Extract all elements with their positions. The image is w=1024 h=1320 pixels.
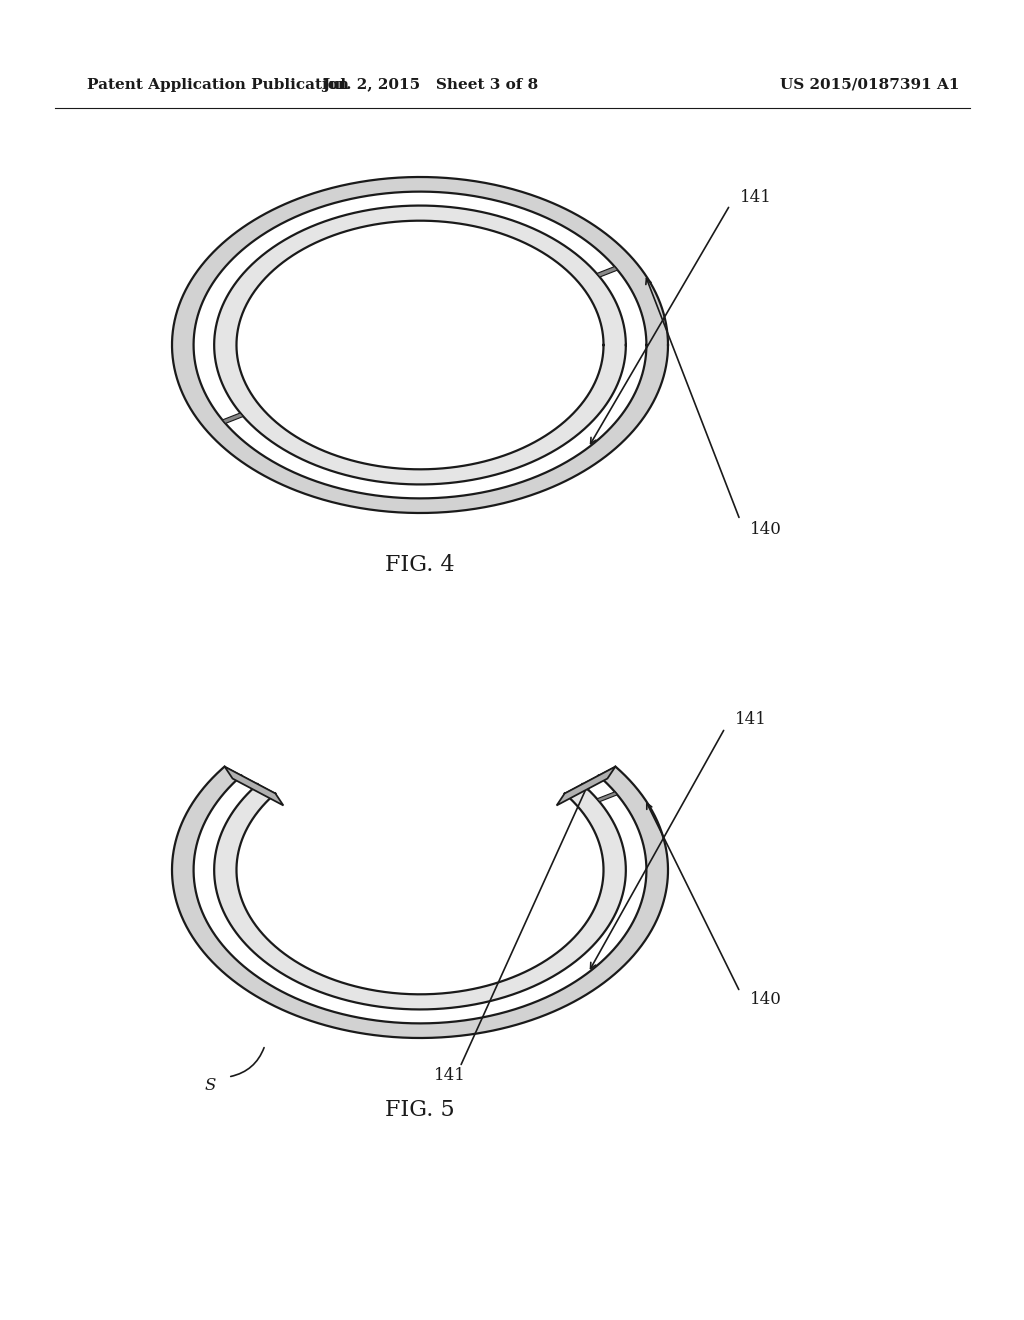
Text: FIG. 5: FIG. 5 <box>385 1100 455 1121</box>
Text: 141: 141 <box>434 1067 466 1084</box>
Polygon shape <box>172 177 668 513</box>
Text: 141: 141 <box>740 189 772 206</box>
Polygon shape <box>214 784 626 1010</box>
Text: Jul. 2, 2015   Sheet 3 of 8: Jul. 2, 2015 Sheet 3 of 8 <box>322 78 539 92</box>
Polygon shape <box>597 792 617 801</box>
Polygon shape <box>557 767 615 805</box>
Text: 140: 140 <box>750 521 782 539</box>
Text: Patent Application Publication: Patent Application Publication <box>87 78 349 92</box>
Text: FIG. 4: FIG. 4 <box>385 554 455 576</box>
Text: 141: 141 <box>735 711 767 729</box>
Text: US 2015/0187391 A1: US 2015/0187391 A1 <box>780 78 959 92</box>
Polygon shape <box>214 206 626 484</box>
Polygon shape <box>224 767 284 805</box>
Polygon shape <box>597 267 617 277</box>
Text: S: S <box>205 1077 216 1093</box>
Polygon shape <box>172 767 668 1038</box>
Text: 140: 140 <box>750 991 782 1008</box>
Polygon shape <box>222 413 244 424</box>
